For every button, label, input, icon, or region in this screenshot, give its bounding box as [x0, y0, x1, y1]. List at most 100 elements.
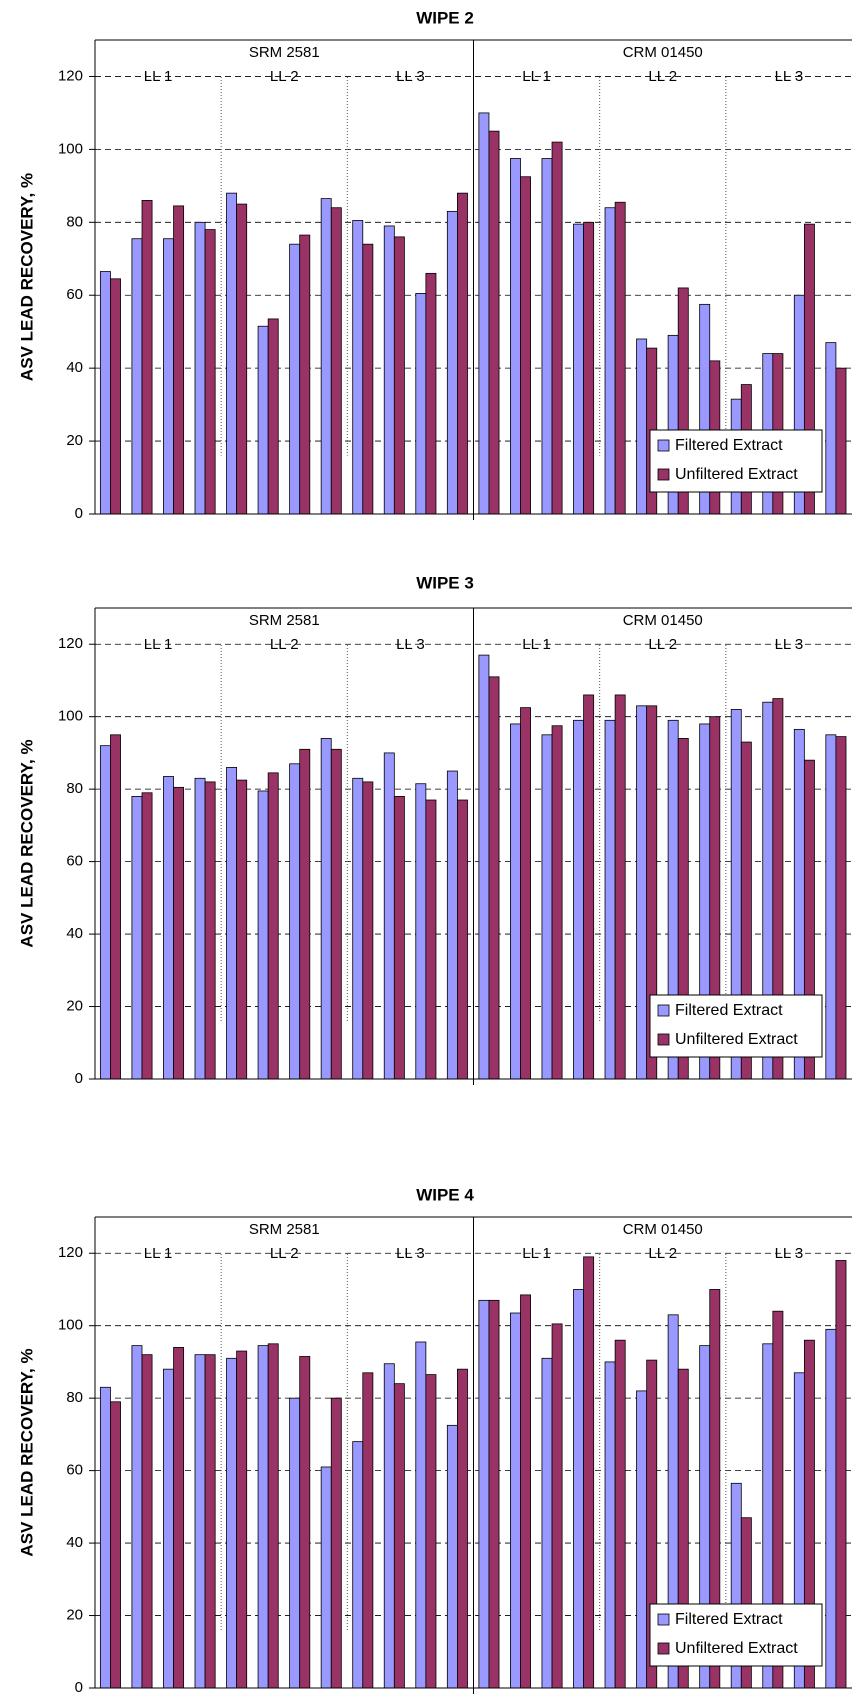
bar: [478, 654, 490, 1080]
bar: [141, 792, 153, 1080]
bar: [330, 748, 342, 1080]
bar: [835, 367, 847, 515]
bar: [131, 1345, 143, 1689]
legend-swatch: [657, 468, 670, 481]
bar: [110, 734, 121, 1080]
bar: [163, 776, 174, 1080]
bar: [478, 1299, 490, 1689]
legend-label: Filtered Extract: [675, 1611, 783, 1628]
y-tick-label: 20: [66, 432, 83, 449]
subgroup-label: LL 3: [775, 1245, 804, 1262]
bar: [320, 1466, 332, 1689]
y-tick-label: 120: [58, 635, 83, 652]
chart-title: WIPE 3: [416, 573, 474, 592]
legend-label: Unfiltered Extract: [675, 466, 798, 483]
section-label: CRM 01450: [623, 44, 703, 61]
bar: [446, 210, 458, 515]
subgroup-label: LL 3: [396, 68, 425, 85]
bar: [163, 238, 174, 515]
y-tick-label: 40: [66, 359, 83, 376]
bar: [204, 781, 216, 1080]
bar: [510, 723, 521, 1080]
subgroup-label: LL 2: [648, 1245, 677, 1262]
bar: [573, 719, 584, 1080]
subgroup-label: LL 1: [144, 636, 173, 653]
bar: [173, 1347, 185, 1689]
bar: [226, 192, 238, 515]
legend-box: [649, 429, 823, 493]
bar: [131, 238, 143, 515]
subgroup-label: LL 2: [270, 68, 299, 85]
bar: [267, 772, 279, 1080]
bar: [362, 1372, 374, 1689]
y-axis-label: ASV LEAD RECOVERY, %: [17, 173, 36, 381]
bar: [226, 1357, 238, 1689]
bar: [163, 1368, 174, 1689]
legend: Filtered Extract Unfiltered Extract: [649, 429, 823, 493]
legend-swatch: [657, 1033, 670, 1046]
bar: [510, 158, 521, 515]
y-tick-label: 0: [75, 1070, 83, 1087]
legend-box: [649, 994, 823, 1058]
bar: [236, 203, 248, 515]
bar: [110, 278, 121, 515]
section-label: SRM 2581: [249, 1221, 320, 1238]
section-label: CRM 01450: [623, 1221, 703, 1238]
bar: [825, 1328, 837, 1689]
bar: [173, 205, 185, 515]
bar: [352, 1441, 364, 1689]
legend-swatch: [657, 1613, 670, 1626]
chart-title: WIPE 2: [416, 8, 474, 27]
bar: [393, 236, 405, 515]
y-axis-label: ASV LEAD RECOVERY, %: [17, 739, 36, 947]
bar: [299, 1356, 311, 1689]
chart-title: WIPE 4: [416, 1185, 474, 1204]
subgroup-label: LL 1: [144, 68, 173, 85]
bar: [330, 207, 342, 515]
bar: [573, 1289, 584, 1689]
subgroup-label: LL 3: [775, 636, 804, 653]
bar: [541, 734, 553, 1080]
bar: [457, 799, 468, 1080]
subgroup-label: LL 3: [396, 636, 425, 653]
bar: [289, 1397, 301, 1689]
bar: [226, 767, 238, 1080]
subgroup-label: LL 2: [648, 636, 677, 653]
bar: [636, 338, 648, 515]
bar: [289, 243, 301, 515]
y-tick-label: 120: [58, 67, 83, 84]
bar: [415, 783, 427, 1080]
bar: [320, 738, 332, 1080]
y-tick-label: 60: [66, 286, 83, 303]
bar: [141, 1354, 153, 1689]
bar: [478, 112, 490, 515]
bar: [257, 325, 269, 515]
section-label: SRM 2581: [249, 612, 320, 629]
bar: [614, 1339, 626, 1689]
bar: [131, 796, 143, 1080]
bar: [636, 1390, 648, 1689]
subgroup-label: LL 3: [775, 68, 804, 85]
bar: [99, 271, 111, 515]
bar: [636, 705, 648, 1080]
y-tick-label: 0: [75, 1679, 83, 1696]
y-tick-label: 80: [66, 1389, 83, 1406]
y-tick-label: 40: [66, 925, 83, 942]
bar: [194, 221, 206, 515]
bar: [510, 1312, 521, 1689]
bar: [541, 158, 553, 515]
bar: [352, 777, 364, 1080]
y-axis-label: ASV LEAD RECOVERY, %: [17, 1348, 36, 1556]
bar: [425, 1374, 437, 1689]
legend-swatch: [657, 1642, 670, 1655]
y-tick-label: 60: [66, 853, 83, 870]
y-tick-label: 60: [66, 1462, 83, 1479]
bar: [257, 790, 269, 1080]
legend: Filtered Extract Unfiltered Extract: [649, 1603, 823, 1667]
bar: [236, 779, 248, 1080]
bar: [446, 770, 458, 1080]
legend-label: Filtered Extract: [675, 1002, 783, 1019]
legend-swatch: [657, 1004, 670, 1017]
legend-label: Filtered Extract: [675, 437, 783, 454]
section-label: CRM 01450: [623, 612, 703, 629]
